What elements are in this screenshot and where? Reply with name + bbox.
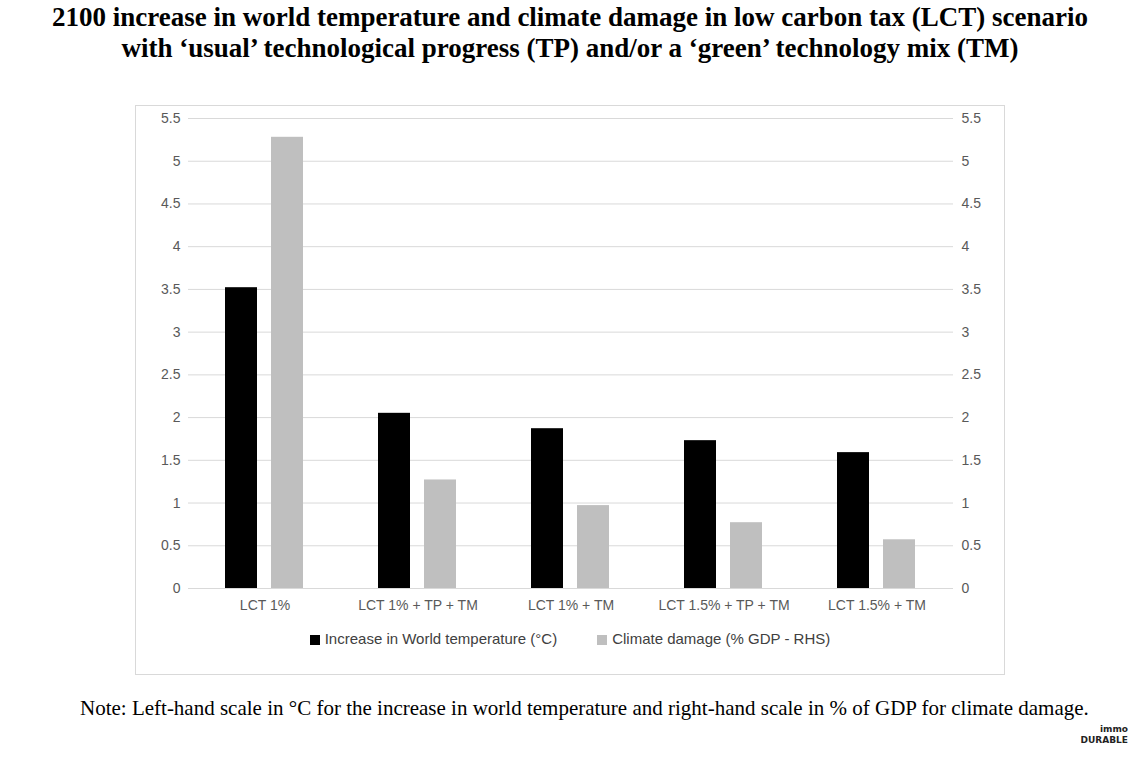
svg-text:0: 0 xyxy=(962,580,970,596)
html-text:Note: Left-hand scale in °C fo: Note: Left-hand scale in °C for the incr… xyxy=(80,696,1089,720)
svg-text:LCT 1.5% + TM: LCT 1.5% + TM xyxy=(828,597,926,613)
html-text:Climate damage (% GDP - RHS): Climate damage (% GDP - RHS) xyxy=(612,630,831,647)
svg-text:LCT 1% + TM: LCT 1% + TM xyxy=(528,597,614,613)
svg-text:3: 3 xyxy=(173,324,181,340)
svg-text:5.5: 5.5 xyxy=(962,110,982,126)
svg-text:0.5: 0.5 xyxy=(962,537,982,553)
svg-text:5.5: 5.5 xyxy=(161,110,181,126)
svg-text:2: 2 xyxy=(173,409,181,425)
svg-text:1: 1 xyxy=(962,495,970,511)
svg-text:4: 4 xyxy=(962,238,970,254)
svg-text:2: 2 xyxy=(962,409,970,425)
svg-text:LCT 1.5% + TP + TM: LCT 1.5% + TP + TM xyxy=(658,597,789,613)
html-text:2100 increase in world tempera: 2100 increase in world temperature and c… xyxy=(51,2,1089,63)
html-text:Increase in World temperature: Increase in World temperature (°C) xyxy=(324,630,558,647)
svg-text:0: 0 xyxy=(173,580,181,596)
svg-text:1: 1 xyxy=(173,495,181,511)
svg-text:5: 5 xyxy=(173,153,181,169)
svg-text:LCT 1% + TP + TM: LCT 1% + TP + TM xyxy=(358,597,478,613)
html-text:DURABLE: DURABLE xyxy=(1080,735,1128,745)
svg-text:4.5: 4.5 xyxy=(962,195,982,211)
svg-text:2.5: 2.5 xyxy=(962,366,982,382)
svg-text:3.5: 3.5 xyxy=(962,281,982,297)
svg-text:LCT 1%: LCT 1% xyxy=(240,597,290,613)
svg-text:3.5: 3.5 xyxy=(161,281,181,297)
svg-text:4.5: 4.5 xyxy=(161,195,181,211)
svg-text:1.5: 1.5 xyxy=(962,452,982,468)
svg-text:1.5: 1.5 xyxy=(161,452,181,468)
svg-text:3: 3 xyxy=(962,324,970,340)
svg-text:2.5: 2.5 xyxy=(161,366,181,382)
svg-text:5: 5 xyxy=(962,153,970,169)
html-text:immo: immo xyxy=(1100,724,1128,734)
svg-text:4: 4 xyxy=(173,238,181,254)
svg-text:0.5: 0.5 xyxy=(161,537,181,553)
